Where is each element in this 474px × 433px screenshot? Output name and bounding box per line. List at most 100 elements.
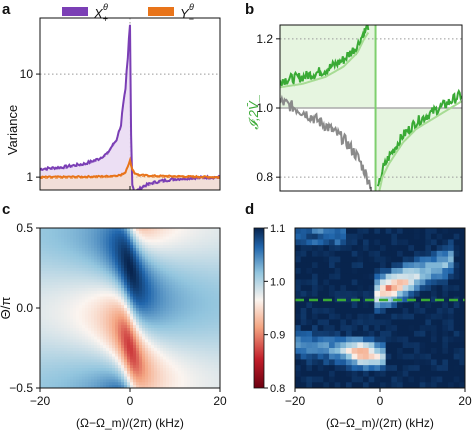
d-cell	[385, 319, 392, 326]
d-cell	[380, 325, 387, 332]
c-cell	[115, 342, 119, 346]
c-cell	[127, 348, 131, 352]
c-cell	[49, 239, 53, 243]
c-cell	[130, 319, 134, 323]
c-cell	[208, 236, 212, 240]
d-cell	[459, 268, 465, 275]
c-cell	[109, 348, 113, 352]
c-cell	[196, 288, 200, 292]
c-cell	[121, 245, 125, 249]
c-cell	[178, 250, 182, 255]
d-cell	[425, 382, 432, 388]
c-cell	[175, 288, 179, 292]
c-cell	[115, 233, 119, 237]
c-cell	[94, 259, 98, 263]
c-cell	[46, 236, 50, 240]
d-cell	[402, 273, 409, 280]
c-cell	[154, 339, 158, 343]
c-cell	[160, 328, 164, 332]
c-cell	[115, 325, 119, 329]
c-cell	[151, 239, 155, 243]
c-cell	[202, 345, 206, 349]
c-cell	[61, 233, 65, 237]
c-cell	[163, 333, 167, 337]
c-cell	[103, 253, 107, 257]
c-cell	[94, 270, 98, 275]
c-cell	[190, 310, 194, 315]
c-cell	[94, 279, 98, 283]
c-cell	[142, 233, 146, 237]
c-cell	[151, 285, 155, 289]
c-cell	[211, 236, 215, 240]
c-cell	[190, 348, 194, 352]
c-cell	[136, 236, 140, 240]
c-cell	[106, 310, 110, 315]
c-cell	[175, 313, 179, 317]
c-cell	[175, 239, 179, 243]
c-cell	[118, 285, 122, 289]
c-cell	[133, 328, 137, 332]
c-cell	[100, 328, 104, 332]
d-cell	[397, 313, 404, 320]
c-cell	[178, 319, 182, 323]
c-cell	[55, 262, 59, 266]
d-cell	[391, 376, 398, 383]
c-cell	[82, 379, 86, 383]
c-cell	[76, 362, 80, 366]
c-cell	[175, 250, 179, 255]
c-cell	[151, 339, 155, 343]
d-cell	[363, 370, 370, 377]
c-cell	[202, 319, 206, 323]
d-cell	[323, 353, 330, 360]
c-cell	[55, 342, 59, 346]
d-cell	[340, 245, 347, 252]
d-cell	[357, 313, 364, 320]
c-cell	[157, 310, 161, 315]
c-cell	[73, 382, 77, 386]
c-cell	[160, 316, 164, 320]
c-cell	[52, 310, 56, 315]
c-cell	[118, 342, 122, 346]
c-cell	[190, 342, 194, 346]
a-ytick-label-10: 10	[20, 67, 34, 81]
c-cell	[112, 236, 116, 240]
d-cell	[397, 342, 404, 349]
c-cell	[217, 265, 220, 269]
c-cell	[208, 330, 212, 335]
c-cell	[55, 253, 59, 257]
c-cell	[148, 262, 152, 266]
c-cell	[100, 379, 104, 383]
d-cell	[329, 353, 336, 360]
c-cell	[76, 296, 80, 300]
c-cell	[196, 339, 200, 343]
d-cell	[391, 325, 398, 332]
c-cell	[202, 368, 206, 372]
d-cell	[295, 245, 302, 252]
c-cell	[52, 356, 56, 360]
c-cell	[211, 359, 215, 363]
c-cell	[199, 356, 203, 360]
d-cell	[448, 239, 455, 246]
c-cell	[88, 276, 92, 280]
c-cell	[55, 242, 59, 246]
c-cell	[118, 305, 122, 309]
c-cell	[55, 239, 59, 243]
c-cell	[154, 282, 158, 286]
c-cell	[58, 242, 62, 246]
c-cell	[139, 302, 143, 306]
c-cell	[181, 270, 185, 275]
c-cell	[70, 259, 74, 263]
c-cell	[118, 385, 122, 388]
d-cell	[442, 290, 449, 297]
d-cell	[295, 336, 302, 343]
c-cell	[178, 316, 182, 320]
d-cell	[351, 353, 358, 360]
c-cell	[178, 273, 182, 277]
d-cell	[329, 273, 336, 280]
c-cell	[133, 322, 137, 326]
c-cell	[76, 290, 80, 295]
c-cell	[46, 339, 50, 343]
c-cell	[82, 382, 86, 386]
c-cell	[154, 290, 158, 295]
c-cell	[112, 345, 116, 349]
